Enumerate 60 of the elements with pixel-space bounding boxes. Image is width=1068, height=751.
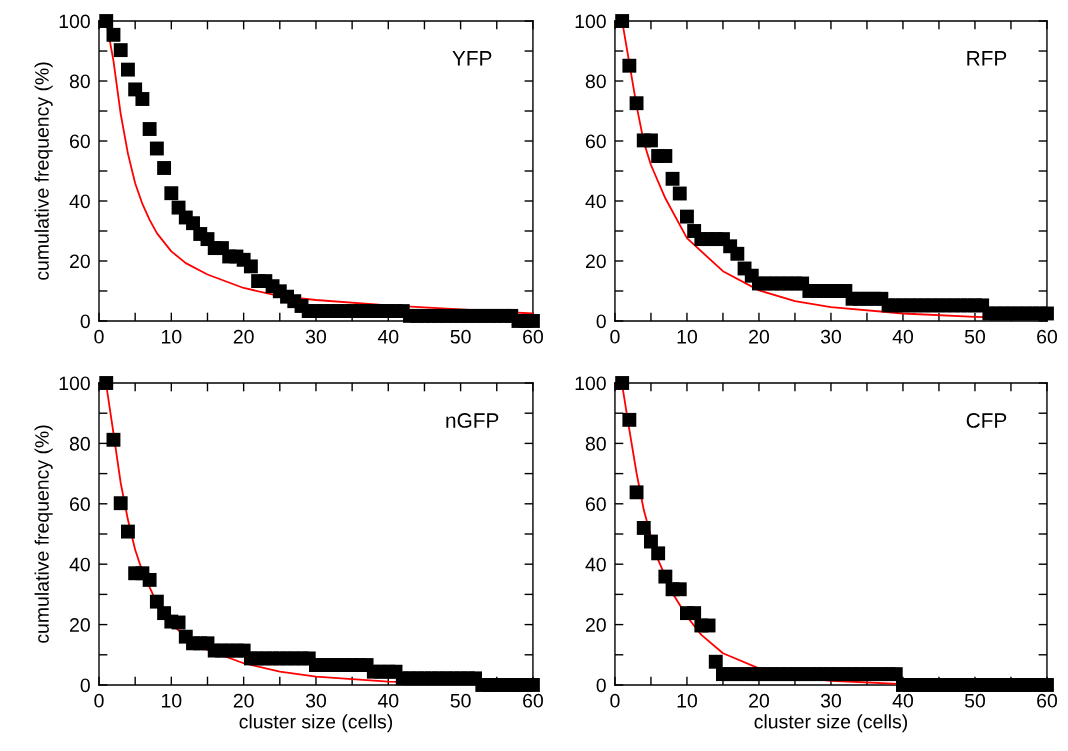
x-tick-label: 0 [94, 693, 104, 708]
y-tick-label: 40 [69, 557, 90, 572]
y-tick-label: 0 [80, 314, 90, 329]
y-tick-label: 20 [585, 254, 606, 269]
annotation: YFP [452, 51, 492, 66]
y-tick-label: 100 [575, 14, 606, 29]
x-tick-label: 60 [523, 329, 543, 344]
x-tick-label: 30 [820, 693, 842, 708]
y-tick-label: 100 [59, 14, 90, 29]
y-tick-label: 0 [596, 678, 606, 693]
y-tick-label: 60 [70, 497, 90, 512]
y-tick-label: 20 [70, 618, 90, 632]
x-tick-label: 40 [377, 329, 399, 344]
x-tick-label: 60 [1037, 329, 1058, 344]
x-tick-label: 40 [892, 693, 914, 708]
x-tick-label: 30 [305, 329, 327, 344]
y-tick-label: 20 [585, 618, 606, 632]
x-tick-label: 40 [377, 693, 399, 708]
x-tick-label: 10 [161, 329, 182, 344]
y-tick-label: 40 [585, 194, 606, 209]
x-tick-label: 60 [1037, 693, 1058, 708]
x-tick-label: 50 [964, 693, 986, 708]
x-tick-label: 0 [610, 329, 620, 344]
x-tick-label: 30 [305, 693, 327, 708]
x-tick-label: 20 [233, 329, 254, 344]
y-tick-label: 80 [585, 74, 606, 89]
x-tick-label: 20 [233, 693, 254, 708]
y-tick-label: 80 [585, 436, 606, 451]
y-tick-label: 40 [585, 557, 606, 572]
x-tick-label: 40 [892, 329, 914, 344]
x-axis-title: cluster size (cells) [754, 714, 907, 733]
y-axis-title: cumulative frequency (%) [34, 425, 53, 643]
y-tick-label: 60 [585, 497, 606, 512]
y-tick-label: 80 [69, 436, 90, 451]
y-axis-title: cumulative frequency (%) [34, 62, 53, 280]
y-tick-label: 60 [70, 134, 90, 149]
annotation: nGFP [446, 413, 499, 428]
y-tick-label: 40 [69, 194, 90, 209]
x-tick-label: 30 [820, 329, 842, 344]
y-tick-label: 0 [596, 314, 606, 329]
annotation: RFP [967, 51, 1007, 66]
y-tick-label: 20 [70, 254, 90, 269]
y-tick-label: 100 [59, 376, 90, 391]
x-tick-label: 0 [610, 693, 620, 708]
x-tick-label: 10 [677, 693, 698, 708]
y-tick-label: 80 [69, 74, 90, 89]
x-tick-label: 0 [94, 329, 104, 344]
x-tick-label: 60 [523, 693, 543, 708]
x-tick-label: 20 [749, 693, 770, 708]
x-tick-label: 10 [161, 693, 182, 708]
x-tick-label: 50 [450, 693, 471, 708]
annotation: CFP [966, 413, 1007, 428]
y-tick-label: 60 [585, 134, 606, 149]
y-tick-label: 100 [575, 376, 606, 391]
x-axis-title: cluster size (cells) [239, 714, 393, 733]
x-tick-label: 20 [749, 329, 770, 344]
y-tick-label: 0 [80, 678, 90, 693]
x-tick-label: 50 [964, 329, 986, 344]
x-tick-label: 10 [677, 329, 698, 344]
x-tick-label: 50 [450, 329, 471, 344]
